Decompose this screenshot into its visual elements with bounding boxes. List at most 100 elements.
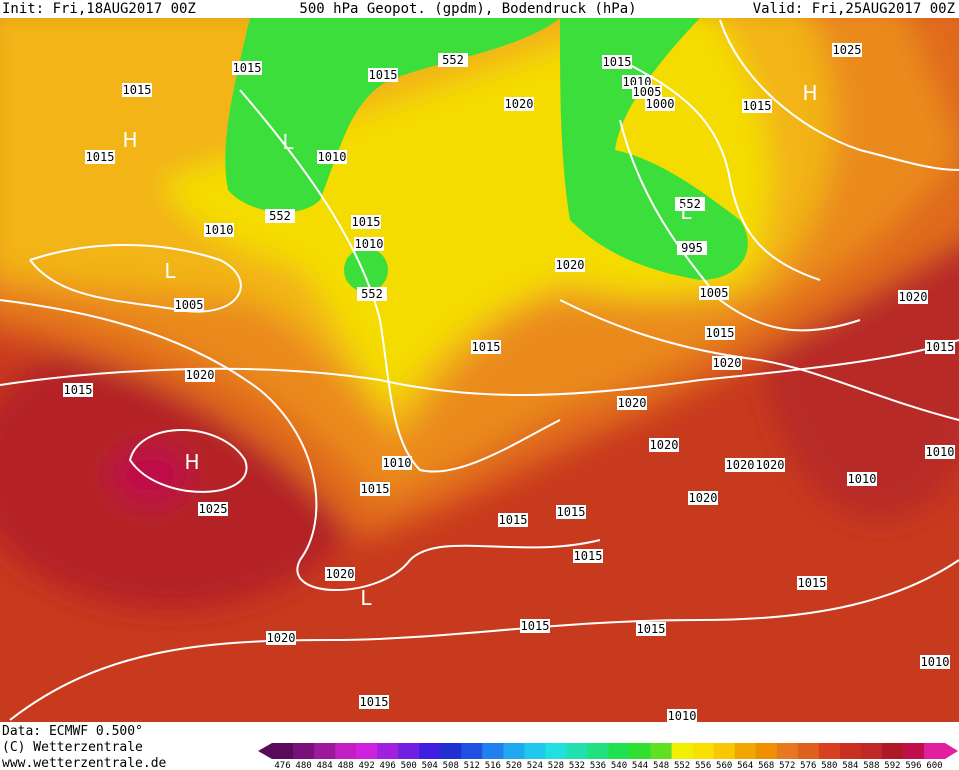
scale-swatch: [419, 743, 441, 759]
isobar-label-bg: [368, 68, 398, 82]
isobar-label: 1015: [360, 695, 389, 709]
pressure-center: L: [360, 586, 372, 610]
isobar-label-bg: [520, 619, 550, 633]
isobar-label-bg: [573, 549, 603, 563]
isobar-label-bg: [351, 215, 381, 229]
scale-label: 496: [380, 761, 396, 770]
scale-swatch: [377, 743, 399, 759]
isobar-label: 1010: [318, 150, 347, 164]
isobar-label: 1015: [521, 619, 550, 633]
scale-swatch: [461, 743, 483, 759]
scale-swatch: [797, 743, 820, 759]
isobar-label-bg: [688, 491, 718, 505]
isobar-label: 1015: [472, 340, 501, 354]
scale-label: 528: [548, 761, 564, 770]
scale-swatch: [734, 743, 757, 759]
scale-label: 536: [590, 761, 606, 770]
isobar-label-bg: [636, 622, 666, 636]
valid-time: Valid: Fri,25AUG2017 00Z: [753, 1, 955, 17]
scale-label: 492: [359, 761, 375, 770]
isobar-label: 1020: [650, 438, 679, 452]
scale-swatch: [692, 743, 715, 759]
isobar-label-bg: [122, 83, 152, 97]
scale-label: 480: [295, 761, 311, 770]
isobar-label: 1015: [637, 622, 666, 636]
url: www.wetterzentrale.de: [2, 756, 167, 770]
isobar-label: 1015: [743, 99, 772, 113]
scale-label: 504: [422, 761, 438, 770]
scale-label: 520: [506, 761, 522, 770]
isobar-label-bg: [832, 43, 862, 57]
isobar-label: 552: [361, 287, 383, 301]
low-height-areas: [225, 18, 748, 292]
scale-label: 596: [905, 761, 921, 770]
isobar-label: 1015: [499, 513, 528, 527]
isobar-label-bg: [649, 438, 679, 452]
isobar-label-bg: [705, 326, 735, 340]
scale-swatch: [776, 743, 799, 759]
isobar-label: 552: [269, 209, 291, 223]
scale-label: 484: [316, 761, 332, 770]
isobar-label-bg: [677, 241, 707, 255]
scale-swatch: [923, 743, 946, 759]
isobar-label-bg: [317, 150, 347, 164]
scale-label: 560: [716, 761, 732, 770]
scale-swatch: [524, 743, 546, 759]
isobar-label-bg: [360, 482, 390, 496]
data-source: Data: ECMWF 0.500°: [2, 724, 143, 739]
isobar-label-bg: [602, 55, 632, 69]
isobar-label-bg: [755, 458, 785, 472]
isobar-label-bg: [438, 53, 468, 67]
scale-label: 540: [611, 761, 627, 770]
scale-label: 488: [337, 761, 353, 770]
scale-swatch: [272, 743, 294, 759]
isobar-label: 552: [679, 197, 701, 211]
isobar-label: 552: [442, 53, 464, 67]
isobar-label: 1020: [756, 458, 785, 472]
pressure-center: L: [164, 259, 176, 283]
scale-label: 580: [821, 761, 837, 770]
isobar-label: 1010: [383, 456, 412, 470]
isobar-label-bg: [498, 513, 528, 527]
isobar-label-bg: [699, 286, 729, 300]
isobar-label: 1015: [123, 83, 152, 97]
init-time: Init: Fri,18AUG2017 00Z: [2, 1, 196, 17]
isobar-label: 1025: [199, 502, 228, 516]
isobar-label: 1005: [700, 286, 729, 300]
scale-swatch: [356, 743, 378, 759]
scale-swatch: [713, 743, 736, 759]
isobar-label-bg: [266, 631, 296, 645]
isobar-label-bg: [354, 237, 384, 251]
scale-label: 576: [800, 761, 816, 770]
scale-label: 508: [443, 761, 459, 770]
isobar-label: 1020: [267, 631, 296, 645]
isobar-label-bg: [359, 695, 389, 709]
color-scale: 476 480 484 488 492 496 500 504 508 512 516 520 524 5…: [258, 743, 958, 770]
isobar-label: 1015: [352, 215, 381, 229]
isobar-label-bg: [174, 298, 204, 312]
scale-swatch: [818, 743, 841, 759]
isobar-label-bg: [325, 567, 355, 581]
isobar-label: 1015: [361, 482, 390, 496]
isobar-label: 1020: [726, 458, 755, 472]
isobar-label: 1000: [646, 97, 675, 111]
scale-arrow-left: [258, 743, 272, 759]
scale-swatch: [629, 743, 652, 759]
scale-swatch: [398, 743, 420, 759]
scale-arrow-right: [945, 743, 958, 759]
isobar-label: 1020: [713, 356, 742, 370]
isobar-label-bg: [712, 356, 742, 370]
scale-swatch: [482, 743, 504, 759]
isobar-label: 1015: [574, 549, 603, 563]
scale-label: 476: [274, 761, 290, 770]
isobar-label-bg: [847, 472, 877, 486]
isobar-label-bg: [920, 655, 950, 669]
isobar-label: 1010: [848, 472, 877, 486]
scale-swatch: [440, 743, 462, 759]
isobar-label-bg: [925, 340, 955, 354]
scale-swatch: [839, 743, 862, 759]
isobar-label: 1010: [668, 709, 697, 723]
map-labels: 1015 1015 1015 1015 552 1015 1010 1005 1000 1015 1…: [63, 43, 955, 723]
scale-swatch: [503, 743, 525, 759]
scale-label: 552: [674, 761, 690, 770]
